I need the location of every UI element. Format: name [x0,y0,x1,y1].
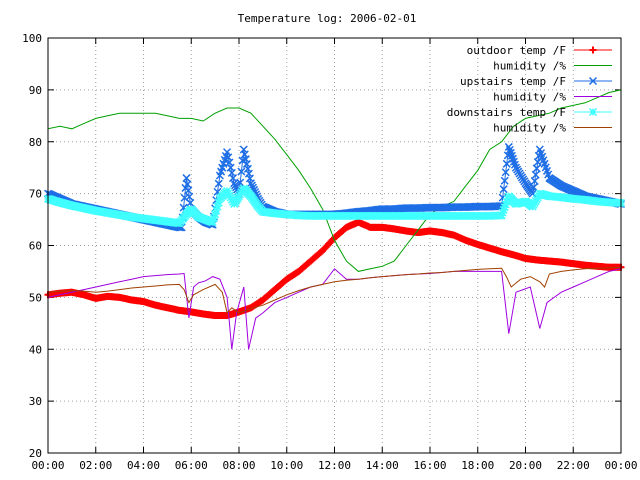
y-tick-label: 30 [29,395,42,408]
axes: 20 30 40 50 60 70 80 90 100 00:00 02:00 04:00 06:00 0… [22,32,637,472]
data-point [209,214,218,223]
data-point [231,181,240,190]
x-tick-label: 00:00 [31,459,64,472]
legend-entry: humidity /% [493,60,612,73]
legend-entry: humidity /% [493,91,612,104]
legend-label: outdoor temp /F [467,44,566,57]
data-point [530,176,539,186]
data-point [501,200,510,209]
data-point [529,183,538,192]
data-point [214,198,223,207]
x-tick-label: 16:00 [413,459,446,472]
data-point [237,167,246,176]
data-point [212,206,221,215]
y-tick-label: 40 [29,343,42,356]
x-tick-label: 20:00 [509,459,542,472]
data-point [186,198,195,207]
data-point [236,178,245,187]
chart-title: Temperature log: 2006-02-01 [238,12,417,25]
y-tick-label: 50 [29,291,42,304]
series-5 [43,184,626,228]
legend-label: humidity /% [493,122,566,135]
x-tick-label: 08:00 [222,459,255,472]
series-6 [47,266,622,314]
data-series [43,89,626,350]
data-point [213,202,222,211]
x-tick-label: 02:00 [79,459,112,472]
legend-marker [588,107,598,117]
legend-label: upstairs temp /F [460,75,566,88]
data-point [501,168,510,177]
y-tick-label: 100 [22,32,42,45]
data-point [502,159,511,168]
y-tick-label: 80 [29,136,42,149]
y-tick-label: 60 [29,240,42,253]
series-line [47,89,622,272]
legend-marker [588,76,598,86]
legend-entry: outdoor temp /F [467,44,612,57]
y-tick-label: 70 [29,188,42,201]
data-point [185,192,194,201]
series-line [47,268,622,350]
legend-entry: upstairs temp /F [460,75,612,88]
data-point [500,176,509,185]
x-tick-label: 00:00 [604,459,637,472]
data-point [498,208,507,217]
data-point [184,186,193,195]
series-2 [47,89,622,272]
data-point [214,179,223,188]
data-point [531,170,540,179]
data-point [499,185,508,194]
series-4 [47,268,622,350]
data-point [528,189,537,198]
legend-marker [589,46,597,54]
x-tick-label: 18:00 [461,459,494,472]
y-tick-label: 20 [29,447,42,460]
x-tick-label: 10:00 [270,459,303,472]
plot-frame [47,37,622,454]
series-line [47,266,622,314]
y-tick-label: 90 [29,84,42,97]
data-point [246,179,255,188]
data-point [183,180,192,189]
legend-entry: downstairs temp /F [447,106,612,119]
data-point [502,197,511,206]
x-tick-label: 12:00 [318,459,351,472]
data-point [182,174,191,183]
data-point [500,203,509,212]
data-point [497,211,506,220]
legend-label: humidity /% [493,60,566,73]
legend: outdoor temp /F humidity /% upstairs temp … [447,44,612,135]
x-tick-label: 14:00 [366,459,399,472]
data-point [211,210,220,219]
data-point [499,205,508,214]
legend-label: downstairs temp /F [447,106,566,119]
legend-entry: humidity /% [493,122,612,135]
x-tick-label: 22:00 [557,459,590,472]
data-point [532,164,541,173]
data-point [208,218,217,227]
x-tick-label: 04:00 [127,459,160,472]
legend-label: humidity /% [493,91,566,104]
x-tick-label: 06:00 [175,459,208,472]
